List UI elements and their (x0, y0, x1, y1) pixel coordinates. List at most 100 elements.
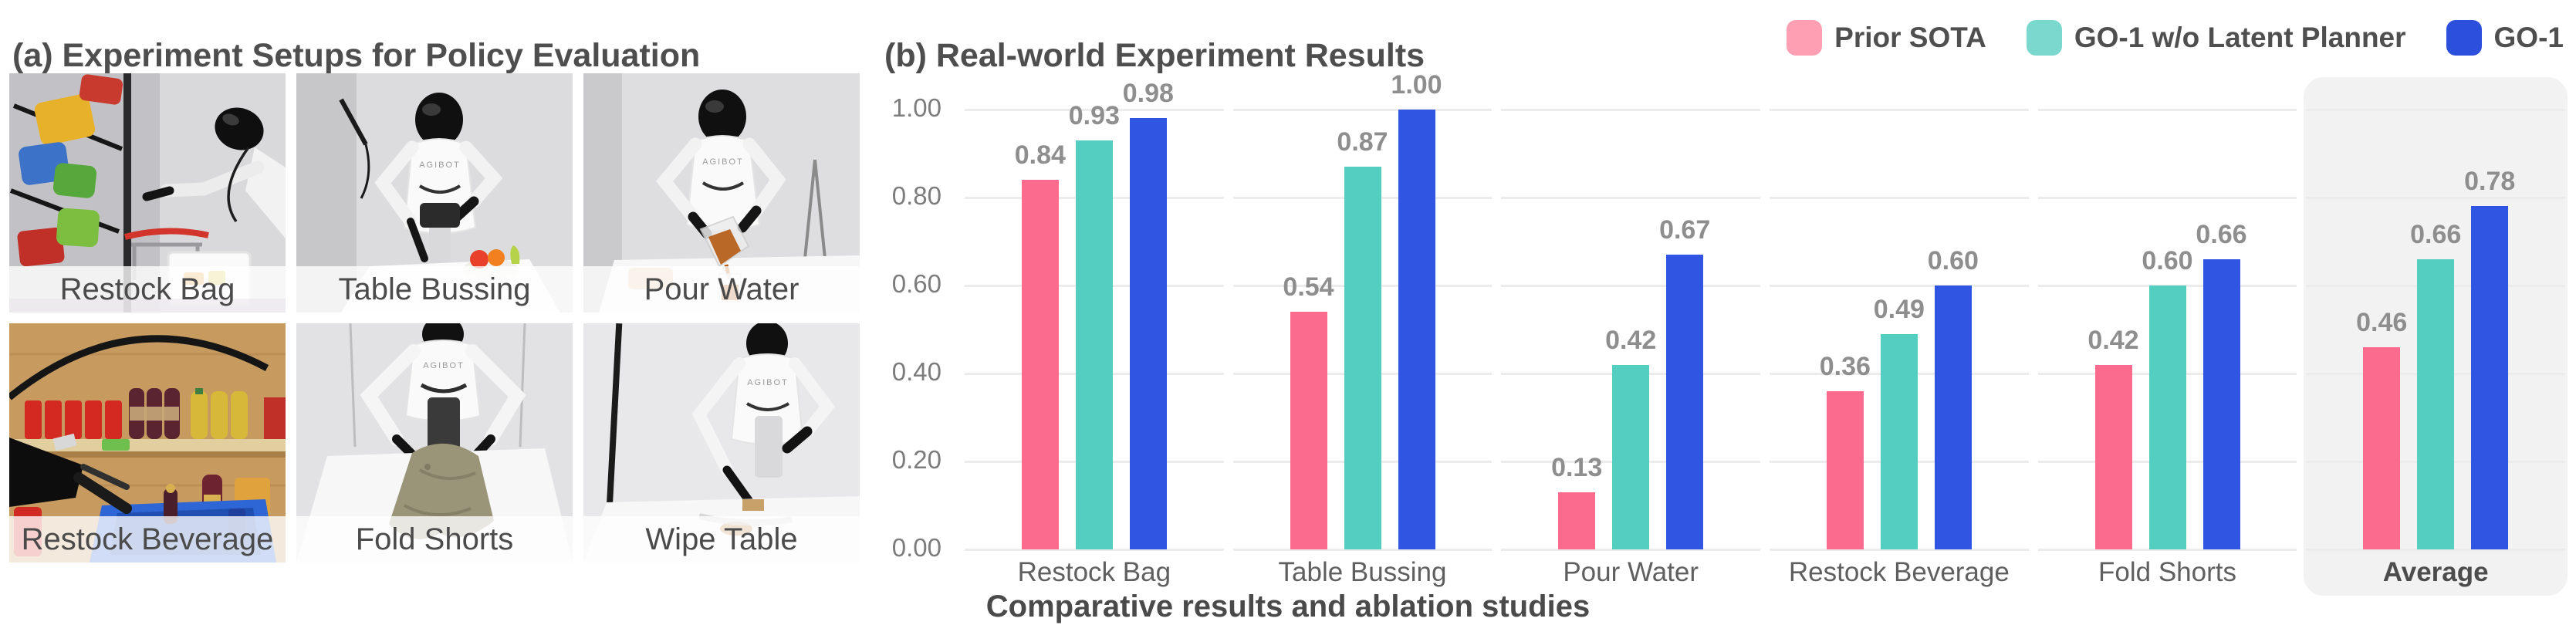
panel-b-title: (b) Real-world Experiment Results (884, 36, 1425, 74)
bar-slot-prior-sota: 0.84 (1015, 46, 1066, 549)
legend-label-prior-sota: Prior SOTA (1834, 22, 1986, 53)
bar-value-go-1-w-o-latent-planner-pour-water: 0.42 (1605, 325, 1657, 355)
bar-go-1-w-o-latent-planner-restock-bag (1075, 140, 1113, 549)
chart-plot-area: 0.84 0.93 0.98 Restock Bag 0.54 0.87 1.00 Table… (960, 46, 2570, 587)
setup-label-pour-water: Pour Water (583, 266, 860, 313)
gridline (1232, 548, 1493, 551)
y-tick-label-1.00: 1.00 (891, 93, 941, 122)
bar-value-go-1-restock-beverage: 0.60 (1927, 246, 1979, 275)
bar-go-1-restock-beverage (1934, 286, 1972, 549)
robot-chest-label: AGIBOT (419, 160, 461, 170)
gridline (1770, 108, 2029, 111)
bar-go-1-w-o-latent-planner-table-bussing (1344, 167, 1381, 549)
setup-photo-restock-beverage: Restock Beverage (9, 323, 286, 563)
facet-pour-water: 0.13 0.42 0.67 Pour Water (1496, 46, 1765, 587)
bar-prior-sota-restock-bag (1021, 180, 1059, 549)
setup-photo-restock-bag: Restock Bag (9, 73, 286, 313)
gridline (2306, 548, 2566, 551)
figure-caption: Comparative results and ablation studies (985, 590, 1591, 623)
bar-slot-prior-sota: 0.54 (1283, 46, 1334, 549)
bar-go-1-table-bussing (1398, 110, 1435, 549)
setup-label-text: Table Bussing (338, 272, 531, 306)
setup-label-text: Restock Bag (59, 272, 235, 306)
gridline (1770, 196, 2029, 199)
setup-label-restock-bag: Restock Bag (9, 266, 286, 313)
gridline (965, 548, 1224, 551)
bar-value-go-1-w-o-latent-planner-average: 0.66 (2410, 219, 2462, 249)
panel-a-title: (a) Experiment Setups for Policy Evaluat… (12, 36, 701, 74)
bar-go-1-restock-bag (1129, 118, 1167, 549)
facet-restock-beverage: 0.36 0.49 0.60 Restock Beverage (1765, 46, 2033, 587)
gridline (2306, 108, 2566, 111)
gridline (1501, 196, 1761, 199)
bar-go-1-w-o-latent-planner-restock-beverage (1880, 333, 1918, 549)
bar-slot-go-1-w-o-latent-planner: 0.93 (1069, 46, 1120, 549)
legend-item-go-1: GO-1 (2446, 20, 2564, 56)
bar-value-go-1-w-o-latent-planner-table-bussing: 0.87 (1337, 127, 1388, 157)
facet-average: 0.46 0.66 0.78 Average (2301, 46, 2570, 587)
setup-photo-fold-shorts: AGIBOT Fold Shorts (296, 323, 573, 563)
setup-label-restock-beverage: Restock Beverage (9, 516, 286, 563)
bar-go-1-fold-shorts (2202, 258, 2240, 549)
legend-swatch-go-1-w-o-latent-planner (2026, 20, 2062, 56)
bar-prior-sota-restock-beverage (1826, 390, 1864, 549)
bar-slot-go-1-w-o-latent-planner: 0.49 (1874, 46, 1925, 549)
bar-value-go-1-w-o-latent-planner-restock-bag: 0.93 (1068, 100, 1120, 130)
category-label-average: Average (2382, 557, 2489, 587)
bar-slot-go-1-w-o-latent-planner: 0.66 (2410, 46, 2461, 549)
robot-chest-label: AGIBOT (423, 361, 465, 370)
bar-group-fold-shorts: 0.42 0.60 0.66 (2088, 46, 2247, 549)
setup-label-text: Fold Shorts (355, 522, 514, 556)
setup-photo-pour-water: AGIBOT Pour Water (583, 73, 860, 313)
setup-label-text: Pour Water (644, 272, 800, 306)
bar-slot-prior-sota: 0.42 (2088, 46, 2139, 549)
facet-restock-bag: 0.84 0.93 0.98 Restock Bag (960, 46, 1229, 587)
setup-label-table-bussing: Table Bussing (296, 266, 573, 313)
bar-slot-prior-sota: 0.13 (1551, 46, 1602, 549)
bar-prior-sota-table-bussing (1290, 312, 1327, 549)
robot-chest-label: AGIBOT (702, 157, 744, 167)
bar-group-average: 0.46 0.66 0.78 (2356, 46, 2515, 549)
bar-go-1-w-o-latent-planner-average (2417, 258, 2455, 549)
y-tick-label-0.60: 0.60 (891, 269, 941, 298)
bar-go-1-pour-water (1666, 255, 1704, 549)
bar-slot-prior-sota: 0.36 (1820, 46, 1871, 549)
bar-value-go-1-w-o-latent-planner-fold-shorts: 0.60 (2142, 246, 2193, 275)
y-tick-label-0.00: 0.00 (891, 533, 941, 562)
bar-value-prior-sota-restock-bag: 0.84 (1014, 140, 1066, 171)
bar-value-go-1-table-bussing: 1.00 (1391, 70, 1442, 100)
legend-swatch-prior-sota (1787, 20, 1823, 56)
bar-prior-sota-pour-water (1558, 492, 1596, 549)
legend-swatch-go-1 (2446, 20, 2482, 56)
legend-label-go-1-w-o-latent-planner: GO-1 w/o Latent Planner (2074, 22, 2406, 53)
bar-go-1-w-o-latent-planner-fold-shorts (2148, 286, 2186, 549)
gridline (1501, 284, 1761, 287)
bar-value-prior-sota-restock-beverage: 0.36 (1819, 351, 1871, 381)
bar-value-go-1-restock-bag: 0.98 (1122, 79, 1174, 109)
bar-go-1-w-o-latent-planner-pour-water (1612, 364, 1650, 549)
bar-value-go-1-pour-water: 0.67 (1659, 215, 1711, 245)
bar-slot-go-1: 0.98 (1123, 46, 1174, 549)
y-tick-label-0.20: 0.20 (891, 445, 941, 474)
gridline (1501, 548, 1761, 551)
bar-group-pour-water: 0.13 0.42 0.67 (1551, 46, 1710, 549)
gridline (1770, 548, 2029, 551)
bar-value-prior-sota-fold-shorts: 0.42 (2088, 325, 2139, 355)
bar-slot-go-1: 0.60 (1928, 46, 1979, 549)
bar-go-1-average (2471, 206, 2509, 549)
bar-value-go-1-average: 0.78 (2464, 167, 2516, 197)
category-label-restock-bag: Restock Bag (1017, 557, 1171, 587)
bar-group-restock-beverage: 0.36 0.49 0.60 (1820, 46, 1979, 549)
bar-group-table-bussing: 0.54 0.87 1.00 (1283, 46, 1442, 549)
setup-label-wipe-table: Wipe Table (583, 516, 860, 563)
bar-slot-go-1: 1.00 (1391, 46, 1442, 549)
category-label-restock-beverage: Restock Beverage (1788, 557, 2010, 587)
chart-legend: Prior SOTA GO-1 w/o Latent Planner GO-1 (1787, 20, 2564, 56)
gridline (2037, 196, 2297, 199)
gridline (2037, 548, 2297, 551)
gridline (1232, 108, 1493, 111)
legend-item-go-1-w-o-latent-planner: GO-1 w/o Latent Planner (2026, 20, 2406, 56)
legend-item-prior-sota: Prior SOTA (1787, 20, 1986, 56)
gridline (965, 108, 1224, 111)
